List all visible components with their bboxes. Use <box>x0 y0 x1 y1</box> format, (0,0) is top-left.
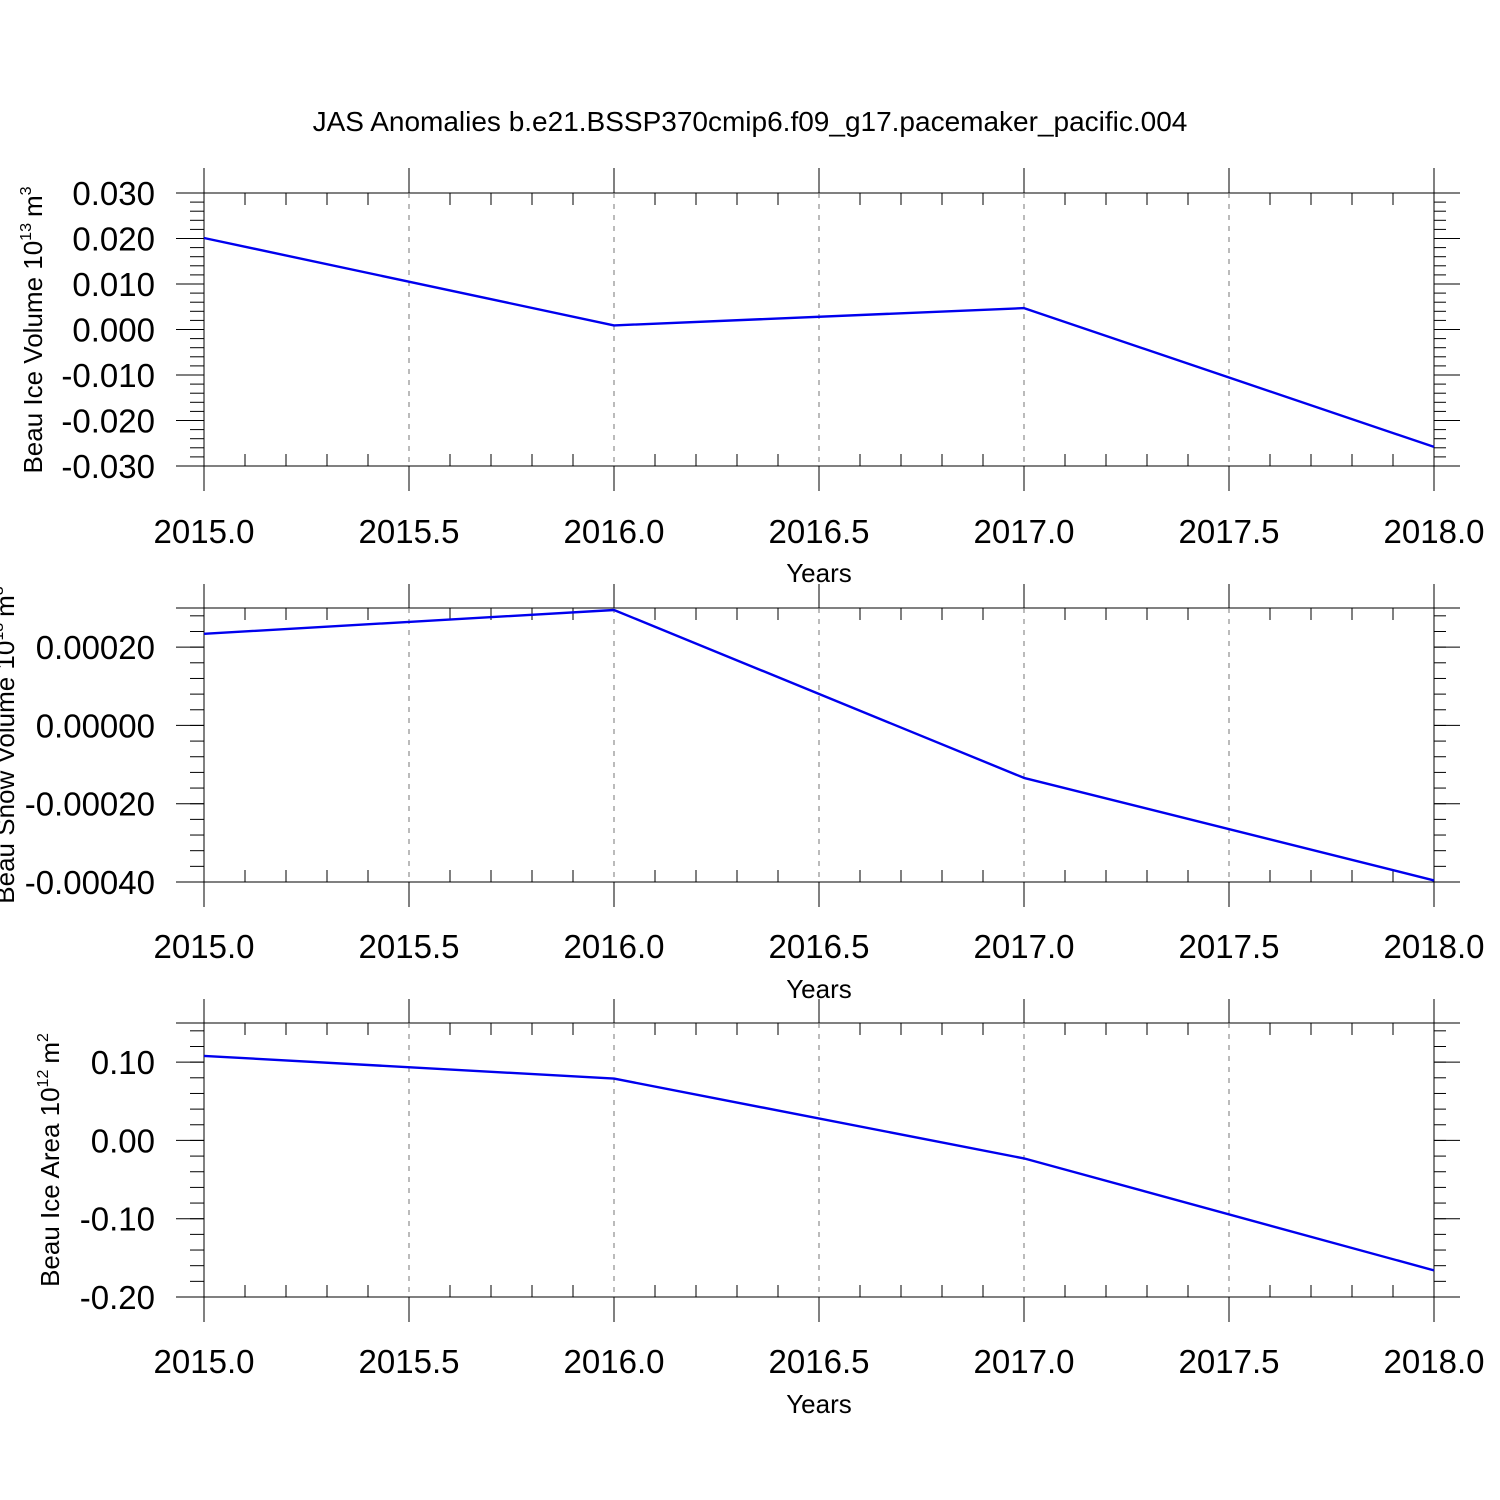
y-tick-label: 0.10 <box>91 1044 155 1081</box>
y-axis-label-exponent: 13 <box>18 223 35 241</box>
y-axis-label-text: Beau Ice Area 10 <box>35 1087 65 1286</box>
y-tick-label: -0.00040 <box>25 864 155 901</box>
series-line <box>203 608 1435 882</box>
y-tick-label: -0.20 <box>80 1279 155 1316</box>
y-axis-label-unit-exponent: 3 <box>0 586 7 595</box>
x-tick-label: 2016.5 <box>769 513 870 550</box>
x-tick-label: 2018.0 <box>1384 513 1485 550</box>
y-tick-label: -0.10 <box>80 1201 155 1238</box>
x-tick-label: 2016.0 <box>564 928 665 965</box>
y-axis-label-exponent: 13 <box>0 623 7 641</box>
y-tick-label: 0.000 <box>72 312 155 349</box>
x-tick-label: 2016.0 <box>564 513 665 550</box>
x-tick-label: 2017.0 <box>974 1343 1075 1380</box>
x-tick-label: 2015.5 <box>359 513 460 550</box>
x-axis-label: Years <box>786 1389 852 1419</box>
x-tick-label: 2018.0 <box>1384 928 1485 965</box>
y-axis-label-text: Beau Ice Volume 10 <box>18 241 48 474</box>
series-line <box>203 236 1435 449</box>
y-tick-label: 0.030 <box>72 175 155 212</box>
y-tick-label: -0.020 <box>61 403 155 440</box>
panel-snow-volume: 2015.0 2015.5 2016.0 2016.5 2017.0 2017.5 2018… <box>0 584 1484 1004</box>
y-axis-label-unit: m <box>35 1042 65 1064</box>
y-tick-label: -0.010 <box>61 357 155 394</box>
y-axis-label-unit: m <box>18 195 48 217</box>
y-tick-label: 0.00 <box>91 1122 155 1159</box>
x-tick-label: 2016.5 <box>769 928 870 965</box>
y-tick-label: 0.00000 <box>36 707 155 744</box>
y-axis-label: Beau Ice Area 1012 m2 <box>35 1033 65 1287</box>
y-axis-label-unit-exponent: 2 <box>35 1033 52 1042</box>
y-axis-label: Beau Snow Volume 1013 m3 <box>0 586 20 904</box>
x-tick-label: 2015.5 <box>359 1343 460 1380</box>
y-tick-label: 0.010 <box>72 266 155 303</box>
y-axis-label-unit: m <box>0 595 20 617</box>
y-axis-label-text: Beau Snow Volume 10 <box>0 641 20 904</box>
x-tick-label: 2016.5 <box>769 1343 870 1380</box>
x-tick-label: 2015.0 <box>154 928 255 965</box>
y-axis-label-unit-exponent: 3 <box>18 186 35 195</box>
y-axis-label-exponent: 12 <box>35 1070 52 1088</box>
y-tick-label: -0.00020 <box>25 786 155 823</box>
x-tick-label: 2015.0 <box>154 1343 255 1380</box>
x-tick-label: 2017.0 <box>974 513 1075 550</box>
series-line <box>203 1054 1435 1272</box>
x-tick-label: 2017.0 <box>974 928 1075 965</box>
x-tick-label: 2017.5 <box>1179 928 1280 965</box>
x-tick-label: 2015.0 <box>154 513 255 550</box>
x-tick-label: 2016.0 <box>564 1343 665 1380</box>
y-tick-label: 0.00020 <box>36 629 155 666</box>
x-tick-label: 2017.5 <box>1179 513 1280 550</box>
x-tick-label: 2017.5 <box>1179 1343 1280 1380</box>
x-axis-label: Years <box>786 558 852 588</box>
y-axis-label: Beau Ice Volume 1013 m3 <box>18 186 48 473</box>
y-tick-label: 0.020 <box>72 221 155 258</box>
y-tick-label: -0.030 <box>61 448 155 485</box>
panel-ice-area: 2015.0 2015.5 2016.0 2016.5 2017.0 2017.5 2018… <box>35 999 1484 1419</box>
chart-title: JAS Anomalies b.e21.BSSP370cmip6.f09_g17… <box>313 106 1188 137</box>
panel-ice-volume: 2015.0 2015.5 2016.0 2016.5 2017.0 2017.5 2018… <box>18 168 1484 588</box>
x-tick-label: 2015.5 <box>359 928 460 965</box>
x-tick-label: 2018.0 <box>1384 1343 1485 1380</box>
